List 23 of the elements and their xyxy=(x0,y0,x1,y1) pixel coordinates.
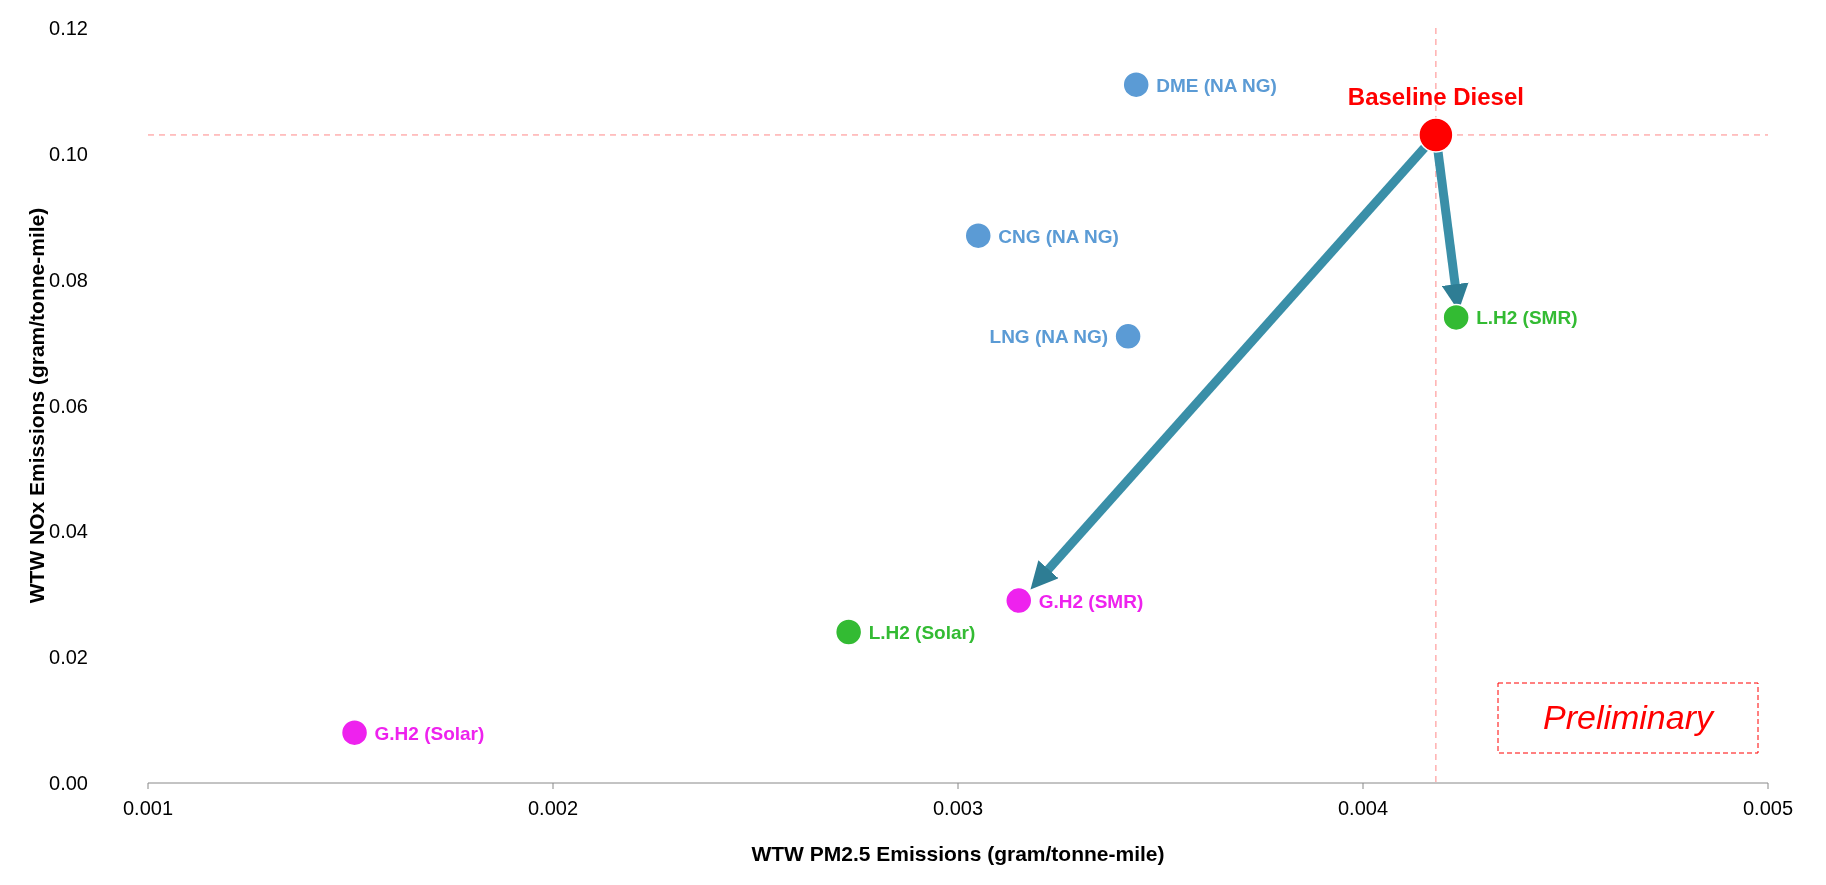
x-tick-label: 0.003 xyxy=(932,797,984,819)
y-tick-label: 0.02 xyxy=(49,646,88,669)
series-label: L.H2 (Solar) xyxy=(868,622,976,643)
series-label: Baseline Diesel xyxy=(1347,82,1524,110)
y-tick-label: 0.04 xyxy=(49,520,88,543)
series-label: CNG (NA NG) xyxy=(998,225,1119,247)
x-tick-label: 0.005 xyxy=(1742,797,1794,819)
x-tick-label: 0.001 xyxy=(122,797,174,819)
y-tick-label: 0.12 xyxy=(49,17,88,39)
x-tick-label: 0.004 xyxy=(1337,797,1389,819)
y-tick-label: 0.08 xyxy=(49,268,88,291)
y-tick-label: 0.00 xyxy=(49,772,88,794)
x-axis-title: WTW PM2.5 Emissions (gram/tonne-mile) xyxy=(751,842,1165,865)
series-label: LNG (NA NG) xyxy=(989,326,1109,348)
series-label: L.H2 (SMR) xyxy=(1476,307,1578,329)
y-tick-label: 0.10 xyxy=(49,142,88,165)
y-axis-title: WTW NOx Emissions (gram/tonne-mile) xyxy=(25,207,48,604)
annotation: Preliminary xyxy=(1542,698,1716,736)
series-label: G.H2 (SMR) xyxy=(1038,590,1144,612)
y-tick-label: 0.06 xyxy=(49,394,88,417)
x-tick-label: 0.002 xyxy=(527,797,579,819)
series-label: DME (NA NG) xyxy=(1156,74,1277,96)
series-label: G.H2 (Solar) xyxy=(374,722,485,744)
